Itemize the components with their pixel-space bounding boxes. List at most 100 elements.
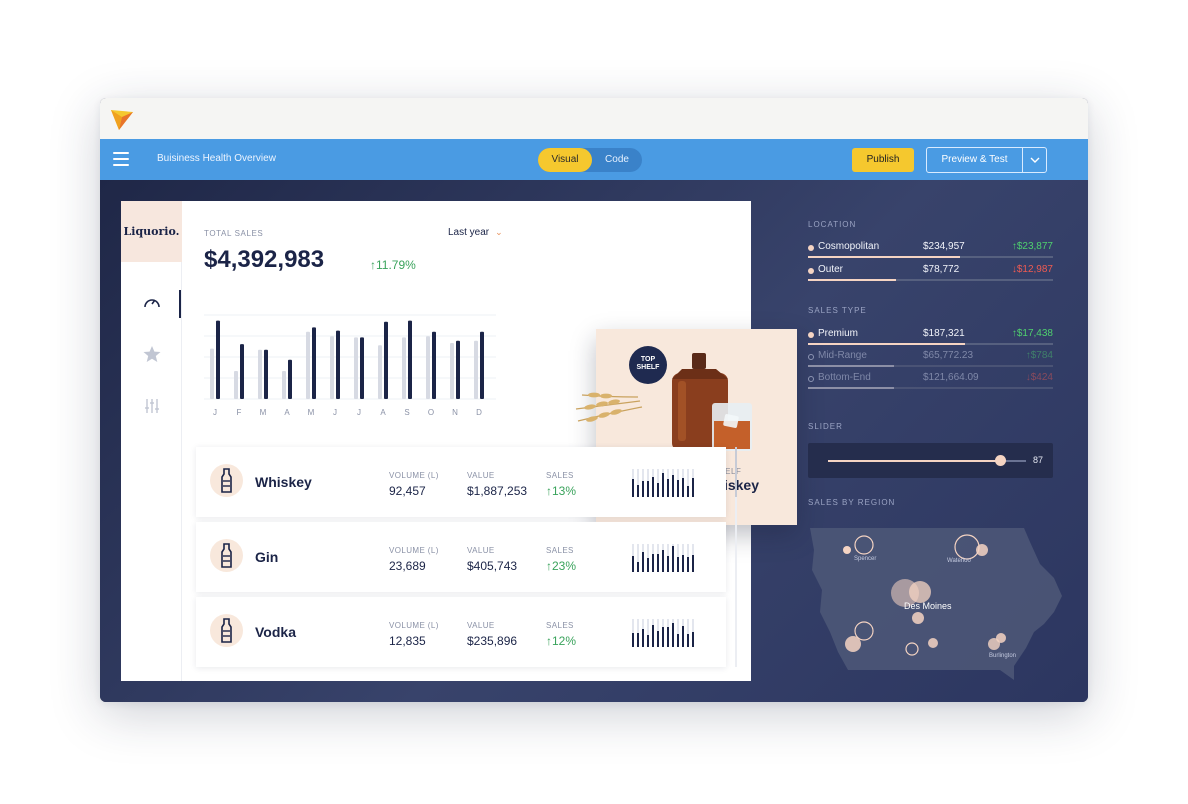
bullet-dot: [808, 376, 814, 382]
spark-bar: [672, 475, 674, 497]
sales-type-row-bottom-end[interactable]: Bottom-End $121,664.09 ↓$424: [808, 370, 1053, 392]
active-indicator: [179, 290, 181, 318]
region-bubble: [912, 612, 924, 624]
spark-bar: [647, 481, 649, 497]
sliders-icon[interactable]: [142, 396, 162, 416]
x-tick-label: F: [237, 408, 242, 417]
bar-previous: [426, 336, 430, 399]
preview-test-button[interactable]: Preview & Test: [941, 154, 1008, 165]
spark-bar: [632, 633, 634, 647]
dashboard-card: Liquorio. TOTAL SALES $4,392,: [121, 201, 797, 681]
product-list-scrollbar[interactable]: [735, 447, 737, 667]
x-tick-label: S: [404, 408, 409, 417]
x-tick-label: O: [428, 408, 434, 417]
visual-mode-tab[interactable]: Visual: [538, 148, 592, 172]
value-label: VALUE: [467, 621, 495, 630]
city-label: Spencer: [854, 556, 876, 562]
spark-bar: [682, 478, 684, 497]
x-tick-label: J: [213, 408, 217, 417]
spark-bg: [637, 469, 639, 497]
scrollbar-thumb[interactable]: [735, 447, 737, 497]
spark-bar: [652, 554, 654, 572]
region-bubble: [996, 633, 1006, 643]
x-tick-label: N: [452, 408, 458, 417]
row-change: ↓$424: [1025, 372, 1053, 383]
product-name: Whiskey: [255, 474, 312, 490]
divider: [1022, 148, 1023, 172]
slider-handle[interactable]: [994, 455, 1006, 466]
city-label: Waterloo: [947, 558, 971, 564]
sparkline-chart: [632, 619, 694, 647]
row-label: Mid-Range: [818, 350, 867, 361]
sales-change: ↑13%: [546, 484, 577, 498]
bar-previous: [258, 349, 262, 399]
value-amount: $1,887,253: [467, 484, 528, 498]
row-change: ↑$784: [1025, 350, 1053, 361]
spark-bg: [677, 619, 679, 647]
spark-bar: [667, 627, 669, 647]
spark-bar: [667, 479, 669, 497]
region-bubble-map[interactable]: Spencer Waterloo Des Moines Burlington: [808, 520, 1068, 695]
bullet-dot: [808, 268, 814, 274]
spark-bg: [687, 619, 689, 647]
sparkline-chart: [632, 544, 694, 572]
sales-type-row-mid-range[interactable]: Mid-Range $65,772.23 ↑$784: [808, 348, 1053, 370]
value-slider[interactable]: 87: [808, 443, 1053, 478]
bar-previous: [354, 337, 358, 399]
total-sales-change: ↑11.79%: [370, 258, 416, 272]
slider-fill: [828, 460, 1001, 462]
product-row-vodka[interactable]: Vodka VOLUME (L) 12,835 VALUE $235,896 S…: [196, 597, 726, 667]
spark-bar: [652, 477, 654, 497]
value-amount: $405,743: [467, 559, 518, 573]
bar-previous: [330, 336, 334, 399]
spark-bar: [657, 631, 659, 647]
right-panel: LOCATION Cosmopolitan $234,957 ↑$23,877 …: [808, 180, 1062, 702]
row-value: $78,772: [923, 264, 960, 275]
spark-bar: [642, 552, 644, 572]
product-row-whiskey[interactable]: Whiskey VOLUME (L) 92,457 VALUE $1,887,2…: [196, 447, 726, 517]
spark-bg: [687, 469, 689, 497]
region-bubble: [843, 546, 851, 554]
location-row-outer[interactable]: Outer $78,772 ↓$12,987: [808, 262, 1053, 284]
location-row-cosmopolitan[interactable]: Cosmopolitan $234,957 ↑$23,877: [808, 239, 1053, 261]
x-tick-label: A: [284, 408, 290, 417]
product-row-gin[interactable]: Gin VOLUME (L) 23,689 VALUE $405,743 SAL…: [196, 522, 726, 592]
spark-bar: [667, 556, 669, 572]
spark-bar: [662, 627, 664, 647]
row-track: [808, 387, 1053, 389]
volume-value: 12,835: [389, 634, 426, 648]
chevron-down-icon: [1030, 157, 1040, 163]
brand-logo: Liquorio.: [121, 201, 182, 262]
star-icon[interactable]: [142, 344, 162, 364]
bar-current: [432, 331, 436, 399]
bar-previous: [450, 343, 454, 399]
app-logo-icon: [111, 110, 133, 130]
menu-icon[interactable]: [113, 152, 129, 166]
publish-button[interactable]: Publish: [852, 148, 914, 172]
badge-line-1: TOP: [640, 356, 656, 363]
spark-bar: [687, 634, 689, 647]
region-bubble: [854, 621, 874, 641]
row-change: ↑$23,877: [1011, 241, 1053, 252]
mode-toggle[interactable]: Visual Code: [538, 148, 642, 172]
preview-dropdown-button[interactable]: [1023, 148, 1047, 172]
x-tick-label: J: [357, 408, 361, 417]
spark-bar: [637, 485, 639, 497]
spark-bar: [657, 554, 659, 572]
sales-type-row-premium[interactable]: Premium $187,321 ↑$17,438: [808, 326, 1053, 348]
period-label: Last year: [448, 227, 490, 238]
period-dropdown[interactable]: Last year ⌄: [448, 227, 503, 238]
row-label: Bottom-End: [818, 372, 871, 383]
bar-current: [240, 344, 244, 399]
x-tick-label: A: [380, 408, 386, 417]
gauge-icon[interactable]: [142, 292, 162, 312]
volume-label: VOLUME (L): [389, 546, 439, 555]
row-fill-bar: [808, 279, 896, 281]
region-bubble: [909, 581, 931, 603]
row-label: Cosmopolitan: [818, 241, 880, 252]
row-label: Outer: [818, 264, 844, 275]
city-label: Burlington: [989, 653, 1016, 659]
code-mode-tab[interactable]: Code: [605, 154, 629, 165]
region-title: SALES BY REGION: [808, 498, 896, 507]
